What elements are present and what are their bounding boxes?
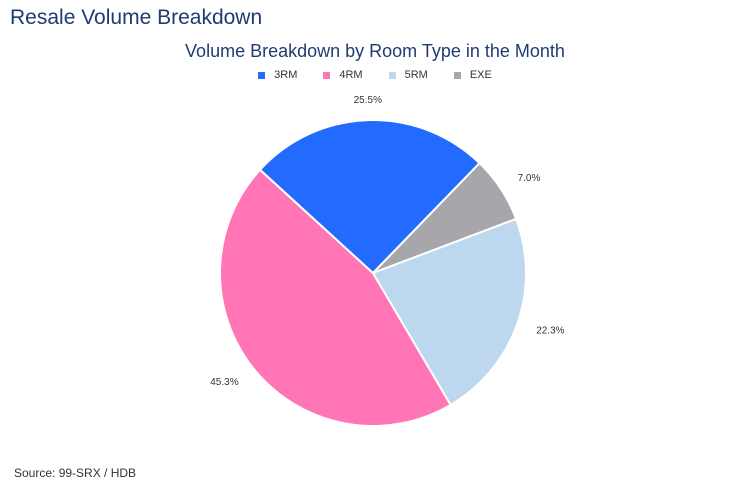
- chart-title: Volume Breakdown by Room Type in the Mon…: [185, 41, 565, 61]
- legend-label-5rm: 5RM: [404, 69, 428, 81]
- data-label-exe: 7.0%: [518, 173, 541, 184]
- legend-swatch-5rm: [388, 71, 396, 79]
- legend-item-3rm[interactable]: 3RM: [258, 69, 297, 81]
- legend-label-exe: EXE: [469, 69, 492, 81]
- legend-item-5rm[interactable]: 5RM: [388, 69, 428, 81]
- legend-swatch-4rm: [323, 71, 331, 79]
- page-title: Resale Volume Breakdown: [10, 6, 263, 29]
- pie-slice-5rm[interactable]: [371, 217, 527, 407]
- data-label-5rm: 22.3%: [536, 326, 564, 337]
- chart-legend: 3RM 4RM 5RM EXE: [0, 69, 750, 81]
- pie-slice-3rm[interactable]: [258, 119, 481, 275]
- legend-item-4rm[interactable]: 4RM: [323, 69, 363, 81]
- source-note: Source: 99-SRX / HDB: [14, 466, 137, 480]
- legend-label-4rm: 4RM: [339, 69, 363, 81]
- data-label-3rm: 25.5%: [354, 95, 382, 106]
- data-label-4rm: 45.3%: [210, 377, 238, 388]
- legend-item-exe[interactable]: EXE: [453, 69, 492, 81]
- pie-slice-4rm[interactable]: [219, 168, 453, 427]
- legend-swatch-3rm: [258, 71, 266, 79]
- legend-label-3rm: 3RM: [274, 69, 298, 81]
- legend-swatch-exe: [453, 71, 461, 79]
